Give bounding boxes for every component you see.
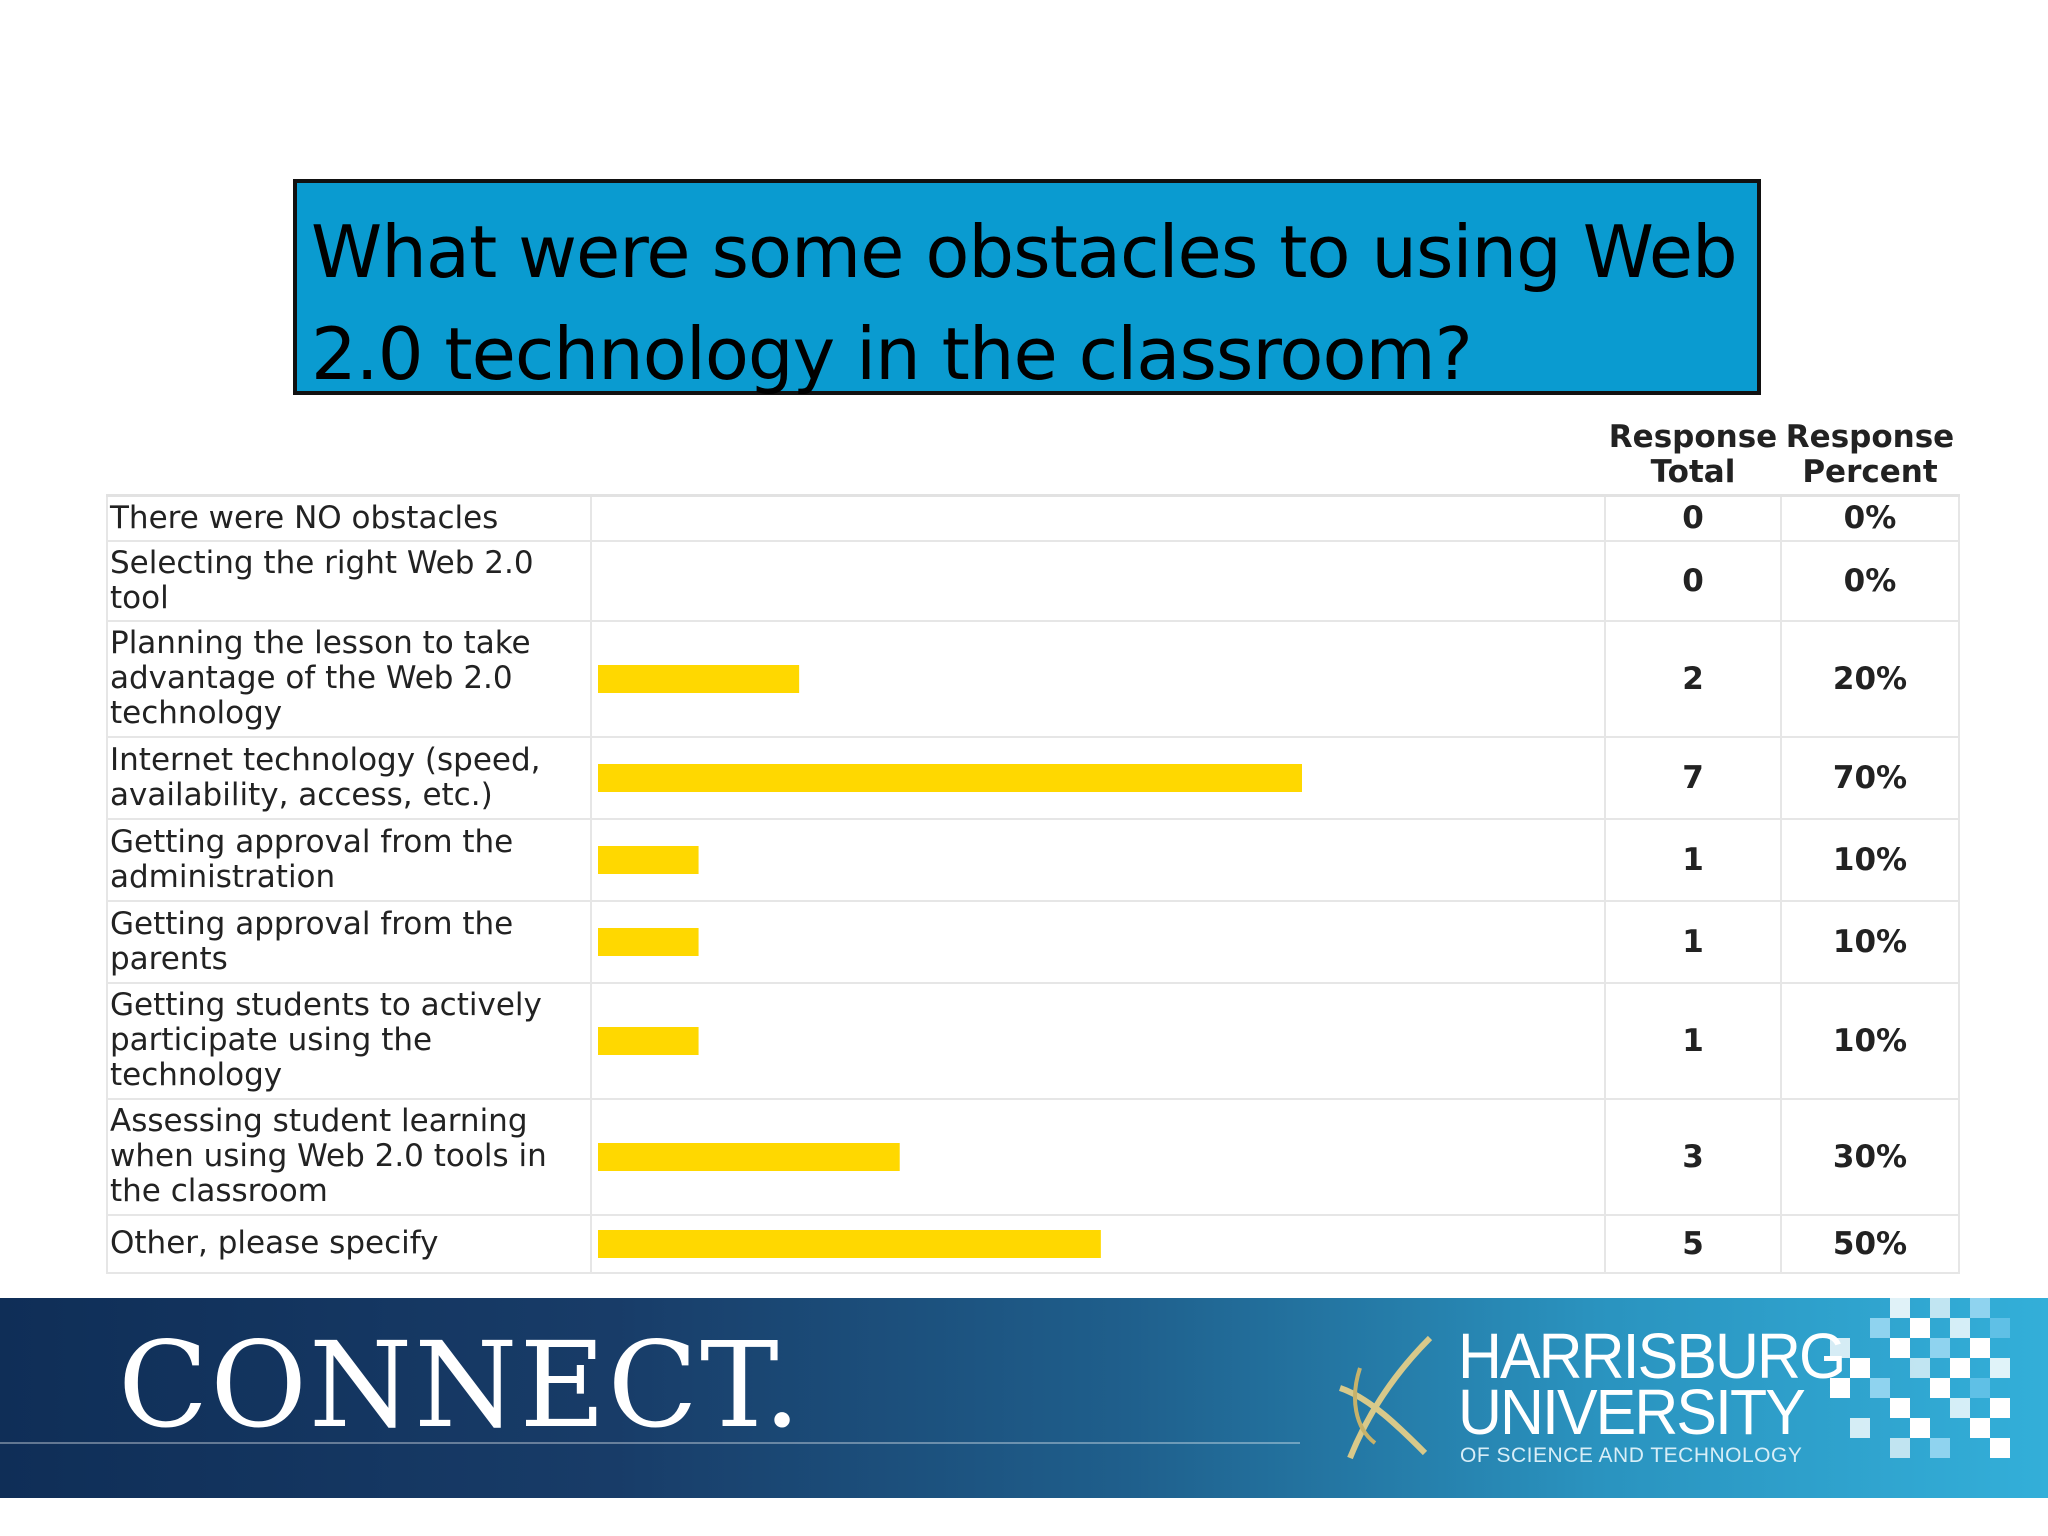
response-total: 1: [1604, 981, 1782, 1100]
row-bar-svg: [598, 1142, 900, 1171]
title-banner: What were some obstacles to using Web 2.…: [293, 179, 1761, 396]
header-total-line2: Total: [1650, 454, 1736, 490]
response-total: 5: [1604, 1213, 1782, 1274]
bar-6: [598, 1026, 699, 1055]
row-label: Planning the lesson to take advantage of…: [106, 619, 592, 738]
response-percent: 20%: [1780, 619, 1960, 738]
page-title: What were some obstacles to using Web 2.…: [311, 210, 1738, 396]
row-bar-svg: [598, 763, 1302, 792]
table-row: Assessing student learning when using We…: [106, 1097, 1960, 1216]
header-bar-blank: [591, 418, 1605, 496]
header-label-blank: [107, 418, 591, 496]
row-bar-svg: [592, 498, 1602, 539]
row-bar-svg: [598, 845, 699, 874]
row-bar-cell: [590, 1213, 1606, 1274]
university-name-line2: UNIVERSITY: [1458, 1376, 1806, 1448]
university-tagline: OF SCIENCE AND TECHNOLOGY: [1460, 1444, 1803, 1467]
university-name-line1: HARRISBURG: [1458, 1320, 1846, 1392]
row-bar-cell: [590, 1097, 1606, 1216]
footer-divider: [0, 1442, 1300, 1444]
bar-5: [598, 927, 699, 956]
response-percent: 10%: [1780, 899, 1960, 984]
response-percent: 0%: [1780, 494, 1960, 542]
response-percent: 0%: [1780, 539, 1960, 622]
row-bar-svg: [592, 543, 1602, 619]
row-bar-svg: [598, 1026, 699, 1055]
response-total: 2: [1604, 619, 1782, 738]
row-bar-svg: [598, 927, 699, 956]
row-bar-svg: [598, 664, 800, 693]
row-bar-cell: [590, 494, 1606, 542]
header-response-total: Response Total: [1605, 418, 1781, 496]
harrisburg-swoosh-icon: [1338, 1335, 1433, 1460]
row-bar-cell: [590, 539, 1606, 622]
table-row: Internet technology (speed, availability…: [106, 735, 1960, 820]
row-bar-svg: [598, 1229, 1101, 1258]
response-percent: 70%: [1780, 735, 1960, 820]
response-total: 1: [1604, 817, 1782, 902]
response-percent: 50%: [1780, 1213, 1960, 1274]
table-row: Getting approval from the administration…: [106, 817, 1960, 902]
row-label: Other, please specify: [106, 1213, 592, 1274]
table-row: Other, please specify 5 50%: [106, 1213, 1960, 1274]
row-label: Internet technology (speed, availability…: [106, 735, 592, 820]
row-label: Getting students to actively participate…: [106, 981, 592, 1100]
bar-7: [598, 1142, 900, 1171]
table-row: Getting students to actively participate…: [106, 981, 1960, 1100]
row-label: Assessing student learning when using We…: [106, 1097, 592, 1216]
row-bar-cell: [590, 817, 1606, 902]
footer-banner: CONNECT. HARRISBURG UNIVERSITY OF SCIENC…: [0, 1298, 2048, 1498]
response-percent: 10%: [1780, 817, 1960, 902]
row-label: There were NO obstacles: [106, 494, 592, 542]
row-label: Selecting the right Web 2.0 tool: [106, 539, 592, 622]
response-total: 0: [1604, 539, 1782, 622]
bar-4: [598, 845, 699, 874]
row-bar-cell: [590, 899, 1606, 984]
bar-8: [598, 1229, 1101, 1258]
response-total: 1: [1604, 899, 1782, 984]
response-total: 3: [1604, 1097, 1782, 1216]
response-percent: 10%: [1780, 981, 1960, 1100]
header-percent-line1: Response: [1785, 419, 1955, 455]
response-total: 7: [1604, 735, 1782, 820]
table-header-row: Response Total Response Percent: [107, 418, 1959, 496]
row-label: Getting approval from the administration: [106, 817, 592, 902]
row-bar-cell: [590, 619, 1606, 738]
row-bar-cell: [590, 735, 1606, 820]
response-percent: 30%: [1780, 1097, 1960, 1216]
header-total-line1: Response: [1608, 419, 1778, 455]
table-row: Selecting the right Web 2.0 tool 0 0%: [106, 539, 1960, 622]
row-bar-cell: [590, 981, 1606, 1100]
pixel-pattern-icon: [1830, 1298, 2010, 1458]
survey-results-table: Response Total Response Percent There we…: [106, 418, 1960, 1274]
bar-3: [598, 763, 1302, 792]
connect-wordmark: CONNECT.: [118, 1316, 803, 1454]
row-label: Getting approval from the parents: [106, 899, 592, 984]
table-row: There were NO obstacles 0 0%: [106, 494, 1960, 542]
table-row: Planning the lesson to take advantage of…: [106, 619, 1960, 738]
table-row: Getting approval from the parents 1 10%: [106, 899, 1960, 984]
response-total: 0: [1604, 494, 1782, 542]
bar-2: [598, 664, 800, 693]
header-percent-line2: Percent: [1802, 454, 1938, 490]
header-response-percent: Response Percent: [1781, 418, 1959, 496]
